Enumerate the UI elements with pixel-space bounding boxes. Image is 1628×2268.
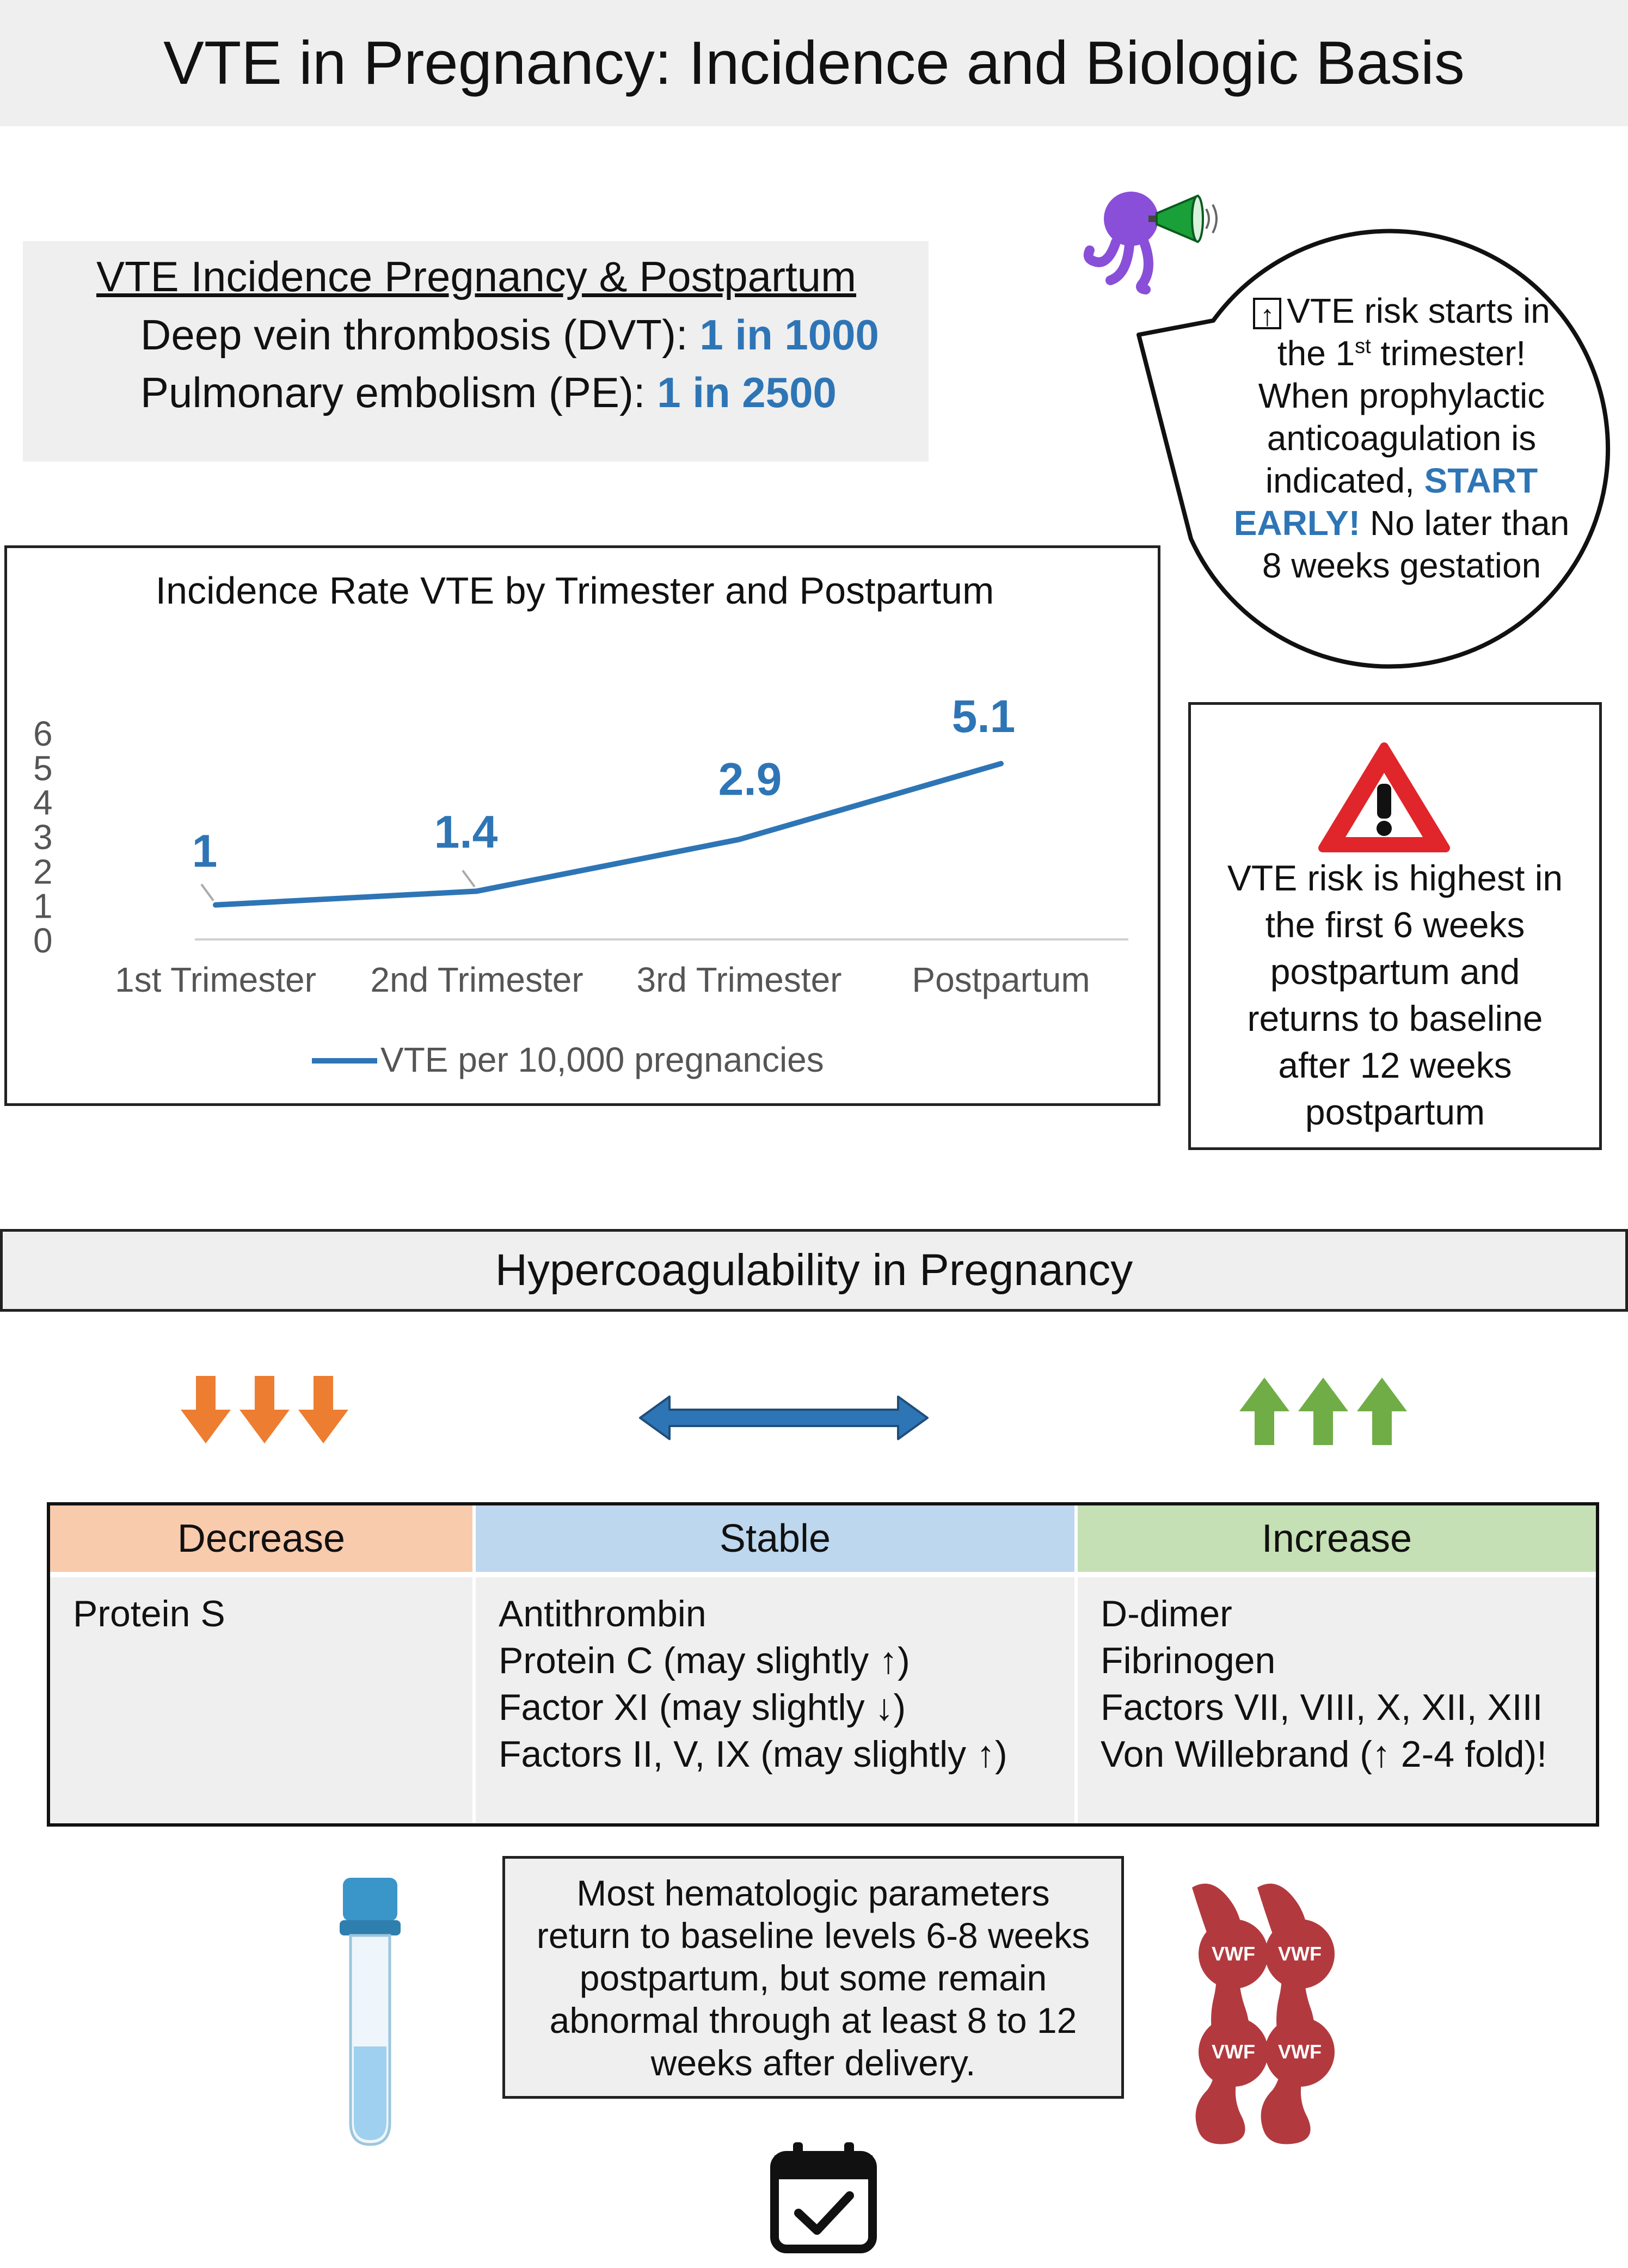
- note-line: weeks after delivery.: [650, 2043, 976, 2083]
- data-label: 1.4: [434, 806, 498, 857]
- bubble-line-2-sup: st: [1355, 335, 1371, 358]
- bubble-line-2: the 1st trimester!: [1203, 332, 1600, 374]
- speech-bubble: [1136, 229, 1611, 669]
- pe-label: Pulmonary embolism (PE):: [140, 368, 658, 416]
- title-bar: [0, 0, 1628, 126]
- x-tick-label: 2nd Trimester: [370, 960, 583, 999]
- note-text: Most hematologic parameters return to ba…: [505, 1872, 1121, 2084]
- warning-line: postpartum: [1305, 1092, 1485, 1132]
- table-cell: Fibrinogen: [1101, 1640, 1276, 1681]
- series-line: [213, 761, 1004, 908]
- stable-column: Antithrombin Protein C (may slightly ↑) …: [476, 1577, 1074, 1823]
- bubble-line-1: ↑ VTE risk starts in: [1203, 290, 1600, 332]
- mascot-megaphone-icon: [1083, 192, 1218, 294]
- table-cell: Factor XI (may slightly ↓): [499, 1687, 906, 1728]
- bubble-line-1-text: VTE risk starts in: [1287, 291, 1550, 330]
- data-labels: 1 1.4 2.9 5.1: [192, 691, 1016, 877]
- bubble-start-text: START: [1424, 461, 1538, 500]
- data-label-leader: [462, 870, 476, 888]
- increase-arrows-icon: [1239, 1378, 1407, 1445]
- decrease-header: Decrease: [50, 1505, 472, 1572]
- bubble-text: ↑ VTE risk starts in the 1st trimester! W…: [1203, 290, 1600, 587]
- legend-label: VTE per 10,000 pregnancies: [380, 1040, 824, 1079]
- up-arrow-icon: ↑: [1253, 298, 1282, 331]
- warning-box: VTE risk is highest in the first 6 weeks…: [1188, 702, 1602, 1150]
- x-tick-label: 1st Trimester: [115, 960, 316, 999]
- section-title: Hypercoagulability in Pregnancy: [495, 1245, 1133, 1295]
- increase-column: D-dimer Fibrinogen Factors VII, VIII, X,…: [1078, 1577, 1596, 1823]
- table-cell: D-dimer: [1101, 1593, 1232, 1634]
- y-tick-label: 5: [33, 748, 53, 788]
- dvt-value: 1 in 1000: [699, 311, 879, 359]
- data-label: 1: [192, 826, 218, 877]
- bubble-line-5-pre: indicated,: [1265, 461, 1424, 500]
- x-tick-label: Postpartum: [912, 960, 1090, 999]
- pe-line: Pulmonary embolism (PE): 1 in 2500: [140, 368, 837, 417]
- vwf-label: VWF: [1212, 1943, 1255, 1965]
- bubble-line-3: When prophylactic: [1258, 376, 1545, 415]
- stable-header: Stable: [476, 1505, 1074, 1572]
- data-label-leader: [200, 883, 214, 901]
- chart-title: Incidence Rate VTE by Trimester and Post…: [156, 569, 994, 612]
- section-header: Hypercoagulability in Pregnancy: [0, 1229, 1628, 1312]
- vwf-label: VWF: [1212, 2040, 1255, 2063]
- y-tick-label: 6: [33, 714, 53, 753]
- note-line: abnormal through at least 8 to 12: [549, 2000, 1077, 2040]
- vwf-label: VWF: [1278, 1943, 1322, 1965]
- y-tick-label: 1: [33, 887, 53, 926]
- warning-icon: [1318, 742, 1450, 852]
- warning-line: the first 6 weeks: [1265, 905, 1525, 945]
- dvt-label: Deep vein thrombosis (DVT):: [140, 311, 700, 359]
- note-box: Most hematologic parameters return to ba…: [502, 1856, 1124, 2099]
- table-cell: Factors II, V, IX (may slightly ↑): [499, 1734, 1007, 1775]
- table-cell: Protein S: [73, 1593, 225, 1634]
- bubble-line-6: EARLY! No later than: [1203, 502, 1600, 544]
- calendar-check-icon: [770, 2142, 877, 2253]
- table-cell: Von Willebrand (↑ 2-4 fold)!: [1101, 1734, 1547, 1775]
- increase-header: Increase: [1078, 1505, 1596, 1572]
- note-line: Most hematologic parameters: [576, 1873, 1050, 1913]
- data-label: 5.1: [952, 691, 1016, 742]
- incidence-box: VTE Incidence Pregnancy & Postpartum Dee…: [23, 241, 929, 462]
- data-label-leaders: [200, 870, 476, 901]
- pe-value: 1 in 2500: [657, 368, 837, 416]
- y-tick-label: 4: [33, 783, 53, 822]
- decrease-column: Protein S: [50, 1577, 472, 1823]
- page-title: VTE in Pregnancy: Incidence and Biologic…: [163, 29, 1465, 97]
- warning-line: returns to baseline: [1247, 998, 1543, 1038]
- table-cell: Protein C (may slightly ↑): [499, 1640, 910, 1681]
- y-tick-label: 0: [33, 921, 53, 960]
- note-line: postpartum, but some remain: [579, 1958, 1047, 1998]
- decrease-arrows-icon: [181, 1376, 348, 1443]
- warning-line: VTE risk is highest in: [1227, 858, 1563, 898]
- x-axis: 1st Trimester 2nd Trimester 3rd Trimester P…: [115, 960, 1090, 999]
- line-chart: Incidence Rate VTE by Trimester and Post…: [33, 569, 1128, 1079]
- chart-box: Incidence Rate VTE by Trimester and Post…: [4, 545, 1160, 1106]
- bubble-line-4: anticoagulation is: [1267, 419, 1537, 458]
- bubble-line-2-post: trimester!: [1371, 334, 1526, 373]
- note-line: return to baseline levels 6-8 weeks: [536, 1915, 1090, 1956]
- bubble-line-5: indicated, START: [1203, 459, 1600, 502]
- vwf-label: VWF: [1278, 2040, 1322, 2063]
- warning-line: after 12 weeks: [1278, 1045, 1512, 1085]
- bubble-early-text: EARLY!: [1233, 503, 1361, 543]
- bubble-line-2-pre: the 1: [1277, 334, 1355, 373]
- incidence-heading: VTE Incidence Pregnancy & Postpartum: [96, 253, 857, 300]
- dvt-line: Deep vein thrombosis (DVT): 1 in 1000: [140, 310, 879, 360]
- y-tick-label: 3: [33, 818, 53, 857]
- coagulation-table: Decrease Stable Increase Protein S Antit…: [47, 1502, 1599, 1827]
- data-label: 2.9: [718, 753, 782, 804]
- bubble-line-7: 8 weeks gestation: [1262, 546, 1541, 585]
- warning-text: VTE risk is highest in the first 6 weeks…: [1191, 855, 1599, 1135]
- vwf-molecule-icon: VWF VWF VWF VWF: [1192, 1883, 1335, 2144]
- x-tick-label: 3rd Trimester: [637, 960, 842, 999]
- table-cell: Factors VII, VIII, X, XII, XIII: [1101, 1687, 1543, 1728]
- table-cell: Antithrombin: [499, 1593, 707, 1634]
- y-tick-label: 2: [33, 852, 53, 891]
- bubble-line-6-post: No later than: [1360, 503, 1570, 543]
- warning-line: postpartum and: [1270, 951, 1520, 992]
- stable-arrow-icon: [639, 1396, 929, 1440]
- test-tube-icon: [340, 1878, 401, 2146]
